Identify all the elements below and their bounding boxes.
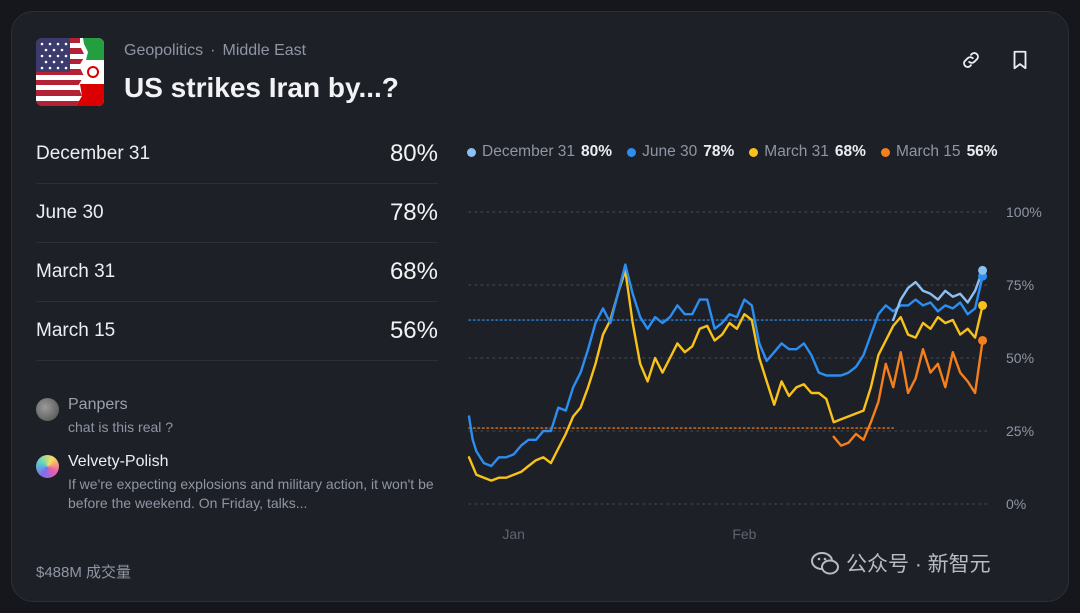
series-end-point bbox=[978, 335, 988, 345]
outcome-row-march-15[interactable]: March 15 56% bbox=[36, 302, 438, 361]
comment-username[interactable]: Panpers bbox=[68, 396, 128, 413]
y-tick-label: 0% bbox=[1006, 496, 1026, 512]
subcategory-link[interactable]: Middle East bbox=[222, 42, 307, 59]
chart-legend: December 31 80% June 30 78% March 31 68%… bbox=[467, 143, 998, 161]
legend-value: 56% bbox=[966, 143, 998, 160]
outcome-probability: 68% bbox=[389, 258, 438, 285]
series-line-march-15 bbox=[832, 339, 984, 447]
legend-label: March 15 bbox=[895, 143, 961, 160]
legend-marker bbox=[880, 147, 890, 157]
watermark: 公众号 · 新智元 bbox=[810, 548, 991, 578]
price-history-chart[interactable]: 0% 25% 50% 75% 100% Jan Feb bbox=[12, 12, 1068, 601]
bookmark-icon bbox=[1013, 50, 1027, 70]
legend-label: December 31 bbox=[482, 143, 576, 160]
x-tick-label: Feb bbox=[732, 526, 756, 542]
legend-item-december-31[interactable]: December 31 80% bbox=[467, 143, 612, 161]
outcome-row-december-31[interactable]: December 31 80% bbox=[36, 125, 438, 184]
series-end-point bbox=[978, 300, 988, 310]
legend-label: March 31 bbox=[764, 143, 829, 160]
breadcrumb-separator: · bbox=[210, 42, 216, 59]
series-line-december-31 bbox=[892, 269, 984, 322]
copy-link-button[interactable] bbox=[958, 47, 984, 73]
us-iran-flag-icon bbox=[36, 38, 104, 106]
legend-value: 68% bbox=[834, 143, 866, 160]
avatar[interactable] bbox=[36, 455, 59, 478]
outcome-label: December 31 bbox=[36, 143, 151, 164]
y-tick-label: 75% bbox=[1006, 277, 1034, 293]
series-end-point bbox=[978, 265, 988, 275]
outcome-probability: 78% bbox=[389, 199, 438, 226]
legend-label: June 30 bbox=[642, 143, 698, 160]
legend-item-march-31[interactable]: March 31 68% bbox=[749, 143, 866, 161]
comment-text: If we're expecting explosions and milita… bbox=[68, 476, 434, 511]
comment-username[interactable]: Velvety-Polish bbox=[68, 453, 169, 470]
outcome-label: March 31 bbox=[36, 261, 116, 282]
outcome-label: March 15 bbox=[36, 320, 116, 341]
x-tick-label: Jan bbox=[502, 526, 525, 542]
comment-list: Panpers chat is this real ? Velvety-Poli… bbox=[36, 396, 438, 529]
page-title: US strikes Iran by...? bbox=[124, 72, 399, 103]
y-tick-label: 25% bbox=[1006, 423, 1034, 439]
link-icon bbox=[963, 52, 979, 68]
y-tick-label: 50% bbox=[1006, 350, 1034, 366]
bookmark-button[interactable] bbox=[1007, 47, 1033, 73]
comment-item: Velvety-Polish If we're expecting explos… bbox=[36, 453, 438, 513]
avatar[interactable] bbox=[36, 398, 59, 421]
legend-marker bbox=[749, 147, 759, 157]
outcome-list: December 31 80% June 30 78% March 31 68%… bbox=[36, 125, 438, 361]
legend-value: 80% bbox=[581, 143, 613, 160]
comment-item: Panpers chat is this real ? bbox=[36, 396, 438, 437]
series-line-june-30 bbox=[467, 263, 984, 468]
outcome-probability: 80% bbox=[389, 140, 438, 167]
breadcrumb: Geopolitics · Middle East bbox=[124, 42, 306, 60]
volume-label: $488M 成交量 bbox=[36, 564, 132, 581]
outcome-label: June 30 bbox=[36, 202, 104, 223]
legend-item-june-30[interactable]: June 30 78% bbox=[627, 143, 734, 161]
comment-text: chat is this real ? bbox=[68, 419, 174, 435]
outcome-row-june-30[interactable]: June 30 78% bbox=[36, 184, 438, 243]
category-link[interactable]: Geopolitics bbox=[124, 42, 204, 59]
watermark-text: 公众号 · 新智元 bbox=[846, 553, 991, 576]
legend-marker bbox=[467, 147, 476, 157]
y-tick-label: 100% bbox=[1006, 204, 1042, 220]
market-flag-image bbox=[36, 38, 104, 106]
outcome-row-march-31[interactable]: March 31 68% bbox=[36, 243, 438, 302]
legend-item-march-15[interactable]: March 15 56% bbox=[880, 143, 998, 161]
series-line-march-31 bbox=[467, 269, 984, 482]
legend-marker bbox=[627, 147, 637, 157]
outcome-probability: 56% bbox=[389, 317, 438, 344]
wechat-icon bbox=[811, 552, 839, 575]
legend-value: 78% bbox=[703, 143, 735, 160]
market-card: Geopolitics · Middle East US strikes Iran … bbox=[11, 11, 1069, 602]
